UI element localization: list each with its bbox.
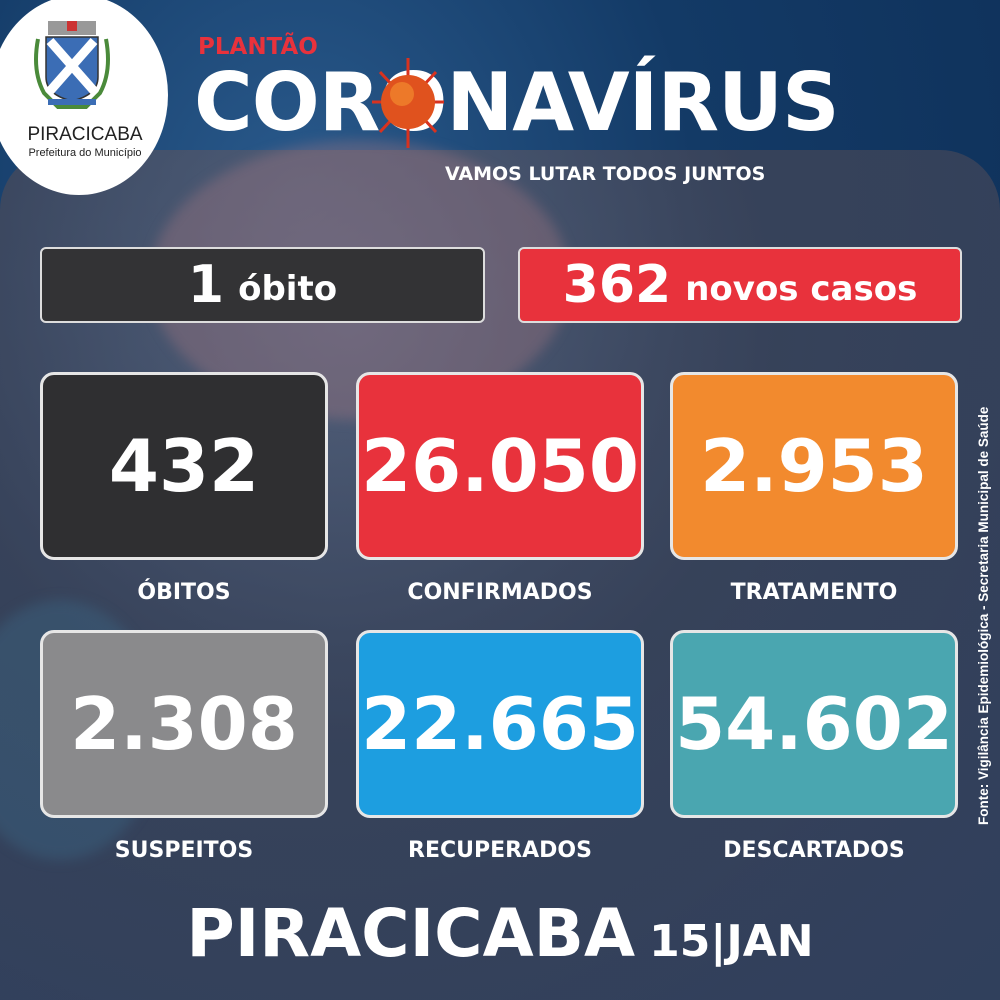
logo-name: PIRACICABA (27, 124, 143, 145)
coat-of-arms-icon (34, 21, 110, 109)
banner-label: novos casos (685, 269, 918, 309)
stat-card-confirmados: 26.050 (356, 372, 644, 560)
header-kicker: PLANTÃO (198, 34, 318, 60)
daily-deaths-banner: 1 óbito (40, 247, 485, 323)
footer: PIRACICABA 15|JAN (0, 895, 1000, 972)
banner-value: 362 (562, 255, 672, 315)
footer-city: PIRACICABA (186, 895, 636, 972)
stat-label: TRATAMENTO (730, 580, 898, 605)
stat-card-tratamento: 2.953 (670, 372, 958, 560)
slogan: VAMOS LUTAR TODOS JUNTOS (445, 163, 766, 185)
stat-label: ÓBITOS (137, 580, 231, 605)
new-cases-banner: 362 novos casos (518, 247, 962, 323)
footer-date: 15|JAN (649, 916, 814, 967)
page-title: CORONAVÍRUS (194, 56, 840, 149)
banner-label: óbito (238, 269, 338, 309)
prefeitura-logo: PIRACICABA Prefeitura do Município (0, 0, 168, 195)
stat-card-descartados: 54.602 (670, 630, 958, 818)
stat-card-recuperados: 22.665 (356, 630, 644, 818)
virus-icon (372, 58, 444, 148)
stat-card-suspeitos: 2.308 (40, 630, 328, 818)
stat-label: SUSPEITOS (114, 838, 254, 863)
logo-subtitle: Prefeitura do Município (28, 147, 142, 159)
stat-label: CONFIRMADOS (407, 580, 593, 605)
stat-card-obitos: 432 (40, 372, 328, 560)
banner-value: 1 (187, 255, 225, 315)
stat-label: RECUPERADOS (408, 838, 592, 863)
source-note: Fonte: Vigilância Epidemiológica - Secre… (976, 406, 991, 825)
stat-label: DESCARTADOS (723, 838, 905, 863)
